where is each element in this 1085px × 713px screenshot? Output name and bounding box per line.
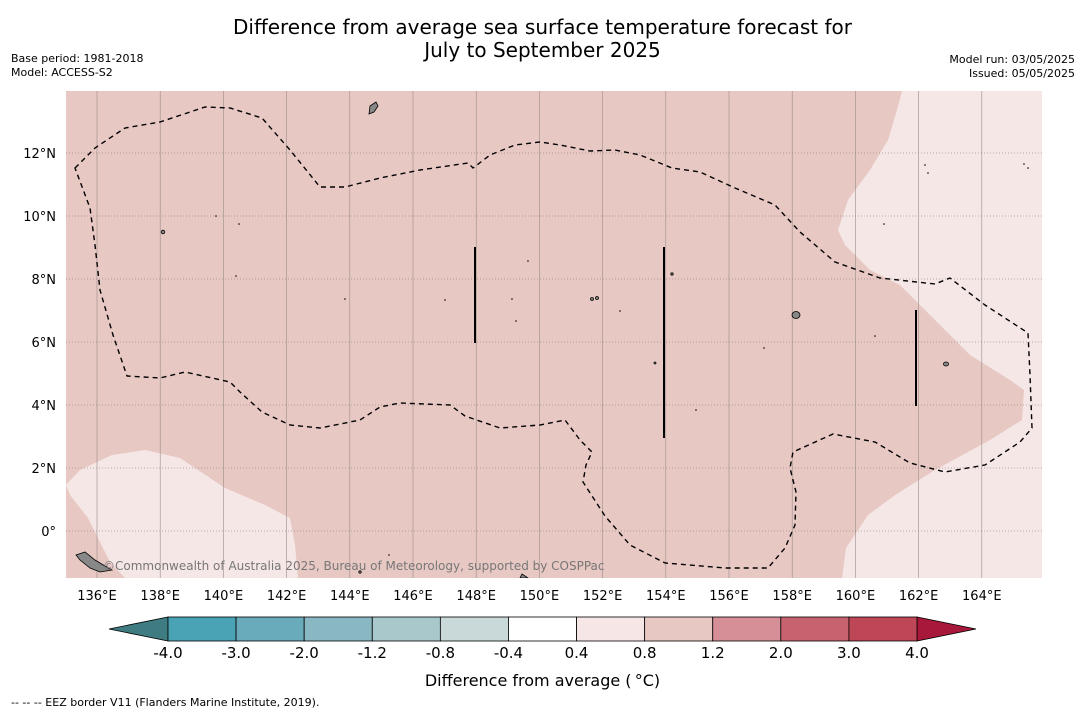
latitude-tick-label: 0° <box>41 525 56 540</box>
colorbar-segment <box>235 616 305 642</box>
island-small-4 <box>670 272 674 276</box>
latitude-tick-label: 10°N <box>23 210 56 225</box>
latitude-tick-labels: 12°N 10°N 8°N 6°N 4°N 2°N 0° <box>23 147 56 540</box>
colorbar-tick-label: 0.8 <box>632 644 657 662</box>
atoll-dot <box>444 299 446 301</box>
colorbar-tick-label: -0.8 <box>425 644 455 662</box>
colorbar-tick-label: -4.0 <box>153 644 183 662</box>
colorbar-title: Difference from average ( °C) <box>424 671 661 690</box>
longitude-tick-label: 152°E <box>583 589 623 604</box>
island-small-3 <box>595 296 599 300</box>
meta-left: Base period: 1981-2018 Model: ACCESS-S2 <box>11 52 143 80</box>
longitude-tick-label: 142°E <box>267 589 307 604</box>
longitude-tick-label: 156°E <box>709 589 749 604</box>
colorbar <box>108 616 977 642</box>
longitude-tick-label: 148°E <box>456 589 496 604</box>
title-line-1: Difference from average sea surface temp… <box>232 15 852 39</box>
atoll-dot <box>238 223 240 225</box>
colorbar-segment <box>303 616 373 642</box>
atoll-dot <box>619 310 621 312</box>
longitude-tick-label: 140°E <box>204 589 244 604</box>
colorbar-tick-label: 1.2 <box>700 644 725 662</box>
island-guam <box>368 101 379 115</box>
island-pohnpei <box>791 311 801 319</box>
colorbar-segment <box>576 616 646 642</box>
colorbar-extend-high <box>916 616 977 642</box>
colorbar-extend-low <box>108 616 169 642</box>
anomaly-band-0-4-0-8-east <box>838 91 1042 578</box>
islands <box>75 101 949 578</box>
atoll-dot <box>235 275 237 277</box>
colorbar-segment <box>644 616 714 642</box>
colorbar-tick-label: -3.0 <box>221 644 251 662</box>
atoll-dot <box>763 347 765 349</box>
longitude-tick-label: 146°E <box>393 589 433 604</box>
meta-right: Model run: 03/05/2025 Issued: 05/05/2025 <box>949 53 1075 81</box>
model-run-text: Model run: 03/05/2025 <box>949 53 1075 66</box>
issued-text: Issued: 05/05/2025 <box>968 67 1075 80</box>
atoll-dot <box>874 335 876 337</box>
map-title: Difference from average sea surface temp… <box>0 16 1085 62</box>
longitude-tick-label: 154°E <box>646 589 686 604</box>
colorbar-segment <box>712 616 782 642</box>
longitude-tick-label: 164°E <box>962 589 1002 604</box>
longitude-tick-labels: 136°E 138°E 140°E 142°E 144°E 146°E 148°E 150°E… <box>77 589 1001 604</box>
colorbar-segment <box>167 616 237 642</box>
watermark-text: ©Commonwealth of Australia 2025, Bureau … <box>103 559 605 573</box>
latitude-tick-label: 6°N <box>32 336 57 351</box>
longitude-tick-label: 150°E <box>520 589 560 604</box>
colorbar-segment <box>439 616 509 642</box>
colorbar-tick-label: 0.4 <box>564 644 589 662</box>
atoll-dot <box>1027 167 1029 169</box>
longitude-tick-label: 158°E <box>772 589 812 604</box>
colorbar-segment <box>848 616 918 642</box>
colorbar-segment <box>780 616 850 642</box>
island-small-5 <box>653 361 657 365</box>
atoll-dot <box>511 298 513 300</box>
atoll-dot <box>388 554 390 556</box>
longitude-tick-label: 138°E <box>140 589 180 604</box>
colorbar-segment <box>371 616 441 642</box>
latitude-tick-label: 12°N <box>23 147 56 162</box>
colorbar-tick-label: -2.0 <box>289 644 319 662</box>
atoll-dot <box>695 409 697 411</box>
island-small-2 <box>590 297 594 301</box>
atoll-dot <box>515 320 517 322</box>
title-line-2: July to September 2025 <box>424 38 661 62</box>
colorbar-tick-label: 4.0 <box>905 644 929 662</box>
map-area: ©Commonwealth of Australia 2025, Bureau … <box>66 91 1042 578</box>
latitude-tick-label: 4°N <box>32 399 57 414</box>
colorbar-tick-label: -0.4 <box>493 644 524 662</box>
island-kosrae <box>943 361 949 367</box>
longitude-tick-label: 162°E <box>899 589 939 604</box>
island-new-guinea <box>75 551 114 573</box>
island-small-6 <box>358 570 362 574</box>
colorbar-tick-label: 2.0 <box>768 644 793 662</box>
atoll-dot <box>527 260 529 262</box>
eez-footnote: -- -- -- EEZ border V11 (Flanders Marine… <box>11 696 320 709</box>
atoll-dot <box>344 298 346 300</box>
atoll-dot <box>927 172 929 174</box>
atoll-dot <box>924 164 926 166</box>
atoll-dot <box>883 223 885 225</box>
anomaly-band-0-4-0-8-southwest <box>66 450 298 578</box>
latitude-tick-label: 2°N <box>32 462 57 477</box>
atoll-dot <box>1023 163 1025 165</box>
atoll-dot <box>215 215 217 217</box>
colorbar-tick-label: 3.0 <box>836 644 861 662</box>
island-small-1 <box>160 229 166 235</box>
longitude-tick-label: 144°E <box>330 589 370 604</box>
island-manus <box>519 573 529 578</box>
graticule <box>66 91 1042 578</box>
base-period-text: Base period: 1981-2018 <box>11 52 144 65</box>
model-text: Model: ACCESS-S2 <box>11 66 113 79</box>
atolls <box>215 163 1029 556</box>
longitude-tick-label: 160°E <box>836 589 876 604</box>
latitude-tick-label: 8°N <box>32 273 57 288</box>
longitude-tick-label: 136°E <box>77 589 117 604</box>
colorbar-tick-label: -1.2 <box>357 644 387 662</box>
colorbar-segment <box>508 616 577 642</box>
